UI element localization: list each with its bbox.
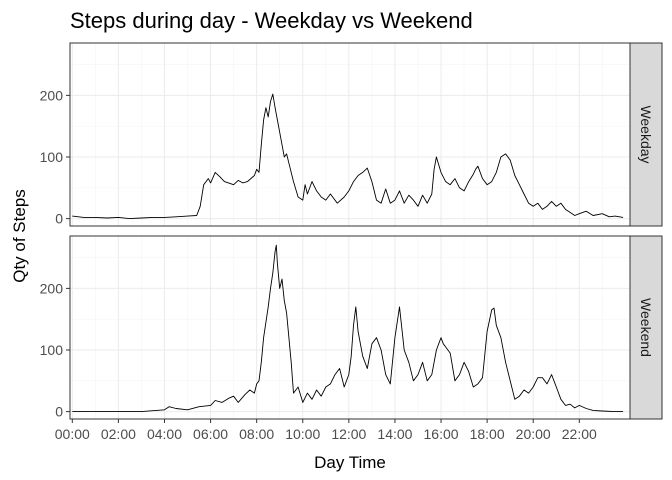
x-tick-label: 16:00 <box>424 426 459 442</box>
x-tick-label: 12:00 <box>331 426 366 442</box>
x-tick-label: 14:00 <box>377 426 412 442</box>
x-axis-label: Day Time <box>314 453 386 472</box>
x-tick-label: 04:00 <box>147 426 182 442</box>
y-tick-label: 0 <box>55 404 63 420</box>
facet-strip <box>629 42 663 227</box>
facet-panels: 0 100 200 Weekday 0 100 200 Weekend 00:00 02:00 04… <box>40 42 663 442</box>
y-tick-label: 200 <box>40 87 64 103</box>
series-line-weekday <box>72 93 624 220</box>
series-line-weekend <box>72 244 624 413</box>
y-tick-label: 200 <box>40 280 64 296</box>
panel-border <box>69 42 631 227</box>
facet-strip-label: Weekend <box>638 298 654 357</box>
x-tick-label: 10:00 <box>285 426 320 442</box>
x-tick-label: 22:00 <box>562 426 597 442</box>
facet-strip-label: Weekday <box>638 105 654 163</box>
y-tick-label: 0 <box>55 211 63 227</box>
y-tick-label: 100 <box>40 342 64 358</box>
y-axis-label: Qty of Steps <box>10 189 29 283</box>
x-axis: 00:00 02:00 04:00 06:00 08:00 10:00 12:00 14:00… <box>55 419 597 442</box>
x-tick-label: 18:00 <box>470 426 505 442</box>
facet-strip <box>629 235 663 420</box>
x-tick-label: 20:00 <box>516 426 551 442</box>
x-tick-label: 00:00 <box>55 426 90 442</box>
facet-panel-weekday: 0 100 200 Weekday <box>40 42 663 227</box>
chart-title: Steps during day - Weekday vs Weekend <box>70 8 473 33</box>
x-tick-label: 08:00 <box>239 426 274 442</box>
y-tick-label: 100 <box>40 149 64 165</box>
x-tick-label: 06:00 <box>193 426 228 442</box>
x-tick-label: 02:00 <box>101 426 136 442</box>
panel-border <box>69 235 631 420</box>
facet-panel-weekend: 0 100 200 Weekend <box>40 235 663 420</box>
